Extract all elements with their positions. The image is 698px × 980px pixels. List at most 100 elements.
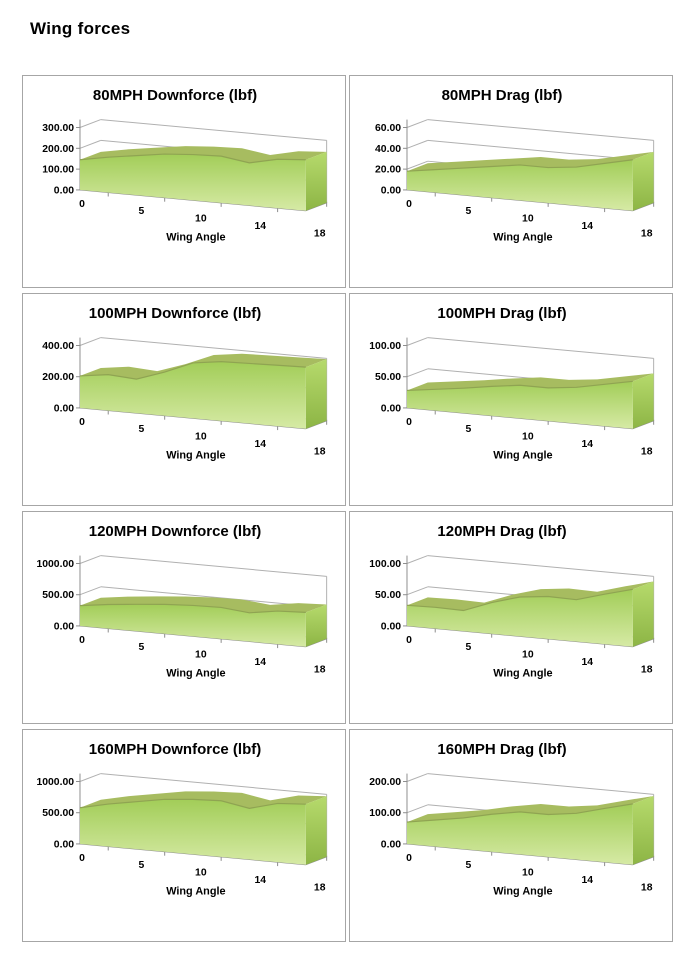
x-tick-label: 10 [195,868,207,879]
x-tick-label: 18 [641,664,653,675]
area-side-face [305,796,327,865]
data-area [79,791,327,865]
chart-title: 160MPH Drag (lbf) [437,741,567,758]
area-side-face [632,581,654,647]
y-tick-label: 0.00 [54,403,74,414]
y-tick-label: 200.00 [42,372,74,383]
area-plot: 0.00 500.00 1000.00 0 5 10 14 18 Wing Angle [36,773,328,897]
area-lip [406,159,633,172]
x-tick-label: 14 [254,439,266,450]
x-axis-title: Wing Angle [166,885,225,897]
area-plot: 0.00 500.00 1000.00 0 5 10 14 18 Wing Angle [36,555,328,679]
area-front-face [406,159,633,211]
y-tick-label: 200.00 [42,144,74,155]
x-tick-label: 10 [195,650,207,661]
x-tick-label: 10 [522,650,534,661]
area-plot: 0.00 100.00 200.00 0 5 10 14 18 Wing Angle [369,773,655,897]
data-area [79,353,327,429]
x-axis-title: Wing Angle [166,231,225,243]
chart-100mph-downforce[interactable]: 0.00 200.00 400.00 0 5 10 14 18 Wing Angle 100MP… [22,293,346,506]
x-tick-label: 5 [139,642,145,653]
area-plot: 0.00 50.00 100.00 0 5 10 14 18 Wing Angle [369,555,655,679]
x-tick-label: 10 [522,432,534,443]
axis-labels: 0.00 200.00 400.00 0 5 10 14 18 Wing Angle [42,341,325,461]
area-front-face [406,589,633,647]
area-front-face [406,381,633,429]
y-tick-label: 100.00 [369,808,401,819]
area-plot: 0.00 50.00 100.00 0 5 10 14 18 Wing Angle [369,337,655,461]
area-side-face [632,151,654,211]
charts-grid: 0.00 100.00 200.00 300.00 0 5 10 14 18 Wing Angle… [22,75,673,942]
chart-160mph-drag[interactable]: 0.00 100.00 200.00 0 5 10 14 18 Wing Angle 160MP… [349,729,673,942]
area-side-face [632,373,654,429]
area-plot: 0.00 100.00 200.00 300.00 0 5 10 14 18 Wing Angle [42,119,328,243]
x-tick-label: 5 [466,206,472,217]
y-tick-label: 500.00 [42,590,74,601]
area-front-face [79,604,306,647]
chart-120mph-downforce[interactable]: 0.00 500.00 1000.00 0 5 10 14 18 Wing Angle 120M… [22,511,346,724]
x-tick-label: 18 [314,882,326,893]
x-tick-label: 10 [195,432,207,443]
x-tick-label: 5 [466,424,472,435]
area-lip [406,380,633,392]
x-axis-title: Wing Angle [493,449,552,461]
area-plot: 0.00 20.00 40.00 60.00 0 5 10 14 18 Wing Angle [375,119,655,243]
area-lip [79,153,306,164]
axis-labels: 0.00 50.00 100.00 0 5 10 14 18 Wing Angle [369,341,652,461]
chart-160mph-downforce[interactable]: 0.00 500.00 1000.00 0 5 10 14 18 Wing Angle 160M… [22,729,346,942]
area-top-surface [79,146,327,163]
x-axis-title: Wing Angle [166,449,225,461]
y-tick-label: 40.00 [375,144,401,155]
y-tick-label: 0.00 [54,185,74,196]
y-tick-label: 300.00 [42,123,74,134]
chart-80mph-drag[interactable]: 0.00 20.00 40.00 60.00 0 5 10 14 18 Wing Angle 80… [349,75,673,288]
x-tick-label: 14 [581,221,593,232]
x-tick-label: 14 [254,875,266,886]
data-area [406,795,654,865]
x-tick-label: 10 [522,214,534,225]
area-plot: 0.00 200.00 400.00 0 5 10 14 18 Wing Angle [42,337,328,461]
area-front-face [79,361,306,429]
data-area [406,373,654,429]
x-axis-title: Wing Angle [493,667,552,679]
chart-title: 120MPH Drag (lbf) [437,523,567,540]
x-axis-title: Wing Angle [493,885,552,897]
x-tick-label: 5 [139,860,145,871]
area-side-face [305,151,327,211]
area-lip [79,361,306,380]
y-tick-label: 0.00 [381,403,401,414]
y-tick-label: 1000.00 [36,777,74,788]
y-tick-label: 200.00 [369,777,401,788]
area-lip [406,588,633,612]
x-tick-label: 0 [406,417,412,428]
chart-120mph-drag[interactable]: 0.00 50.00 100.00 0 5 10 14 18 Wing Angle 120MPH… [349,511,673,724]
data-area [406,581,654,647]
y-tick-label: 0.00 [54,621,74,632]
x-tick-label: 18 [641,228,653,239]
area-top-surface [406,151,654,172]
y-tick-label: 20.00 [375,165,401,176]
x-tick-label: 5 [466,860,472,871]
y-tick-label: 100.00 [369,559,401,570]
x-tick-label: 5 [466,642,472,653]
x-tick-label: 10 [522,868,534,879]
y-tick-label: 100.00 [42,165,74,176]
x-tick-label: 18 [641,882,653,893]
y-tick-label: 1000.00 [36,559,74,570]
x-tick-label: 14 [581,439,593,450]
chart-title: 120MPH Downforce (lbf) [88,523,262,540]
axis-labels: 0.00 500.00 1000.00 0 5 10 14 18 Wing Angle [36,559,325,679]
axis-labels: 0.00 500.00 1000.00 0 5 10 14 18 Wing Angle [36,777,325,897]
x-tick-label: 14 [254,221,266,232]
chart-80mph-downforce[interactable]: 0.00 100.00 200.00 300.00 0 5 10 14 18 Wing Angle… [22,75,346,288]
chart-100mph-drag[interactable]: 0.00 50.00 100.00 0 5 10 14 18 Wing Angle 100MPH… [349,293,673,506]
x-tick-label: 0 [79,635,85,646]
area-front-face [79,799,306,865]
x-tick-label: 18 [314,446,326,457]
area-lip [79,798,306,809]
y-tick-label: 50.00 [375,590,401,601]
x-tick-label: 5 [139,206,145,217]
y-tick-label: 500.00 [42,808,74,819]
y-tick-label: 50.00 [375,372,401,383]
area-side-face [305,359,327,429]
